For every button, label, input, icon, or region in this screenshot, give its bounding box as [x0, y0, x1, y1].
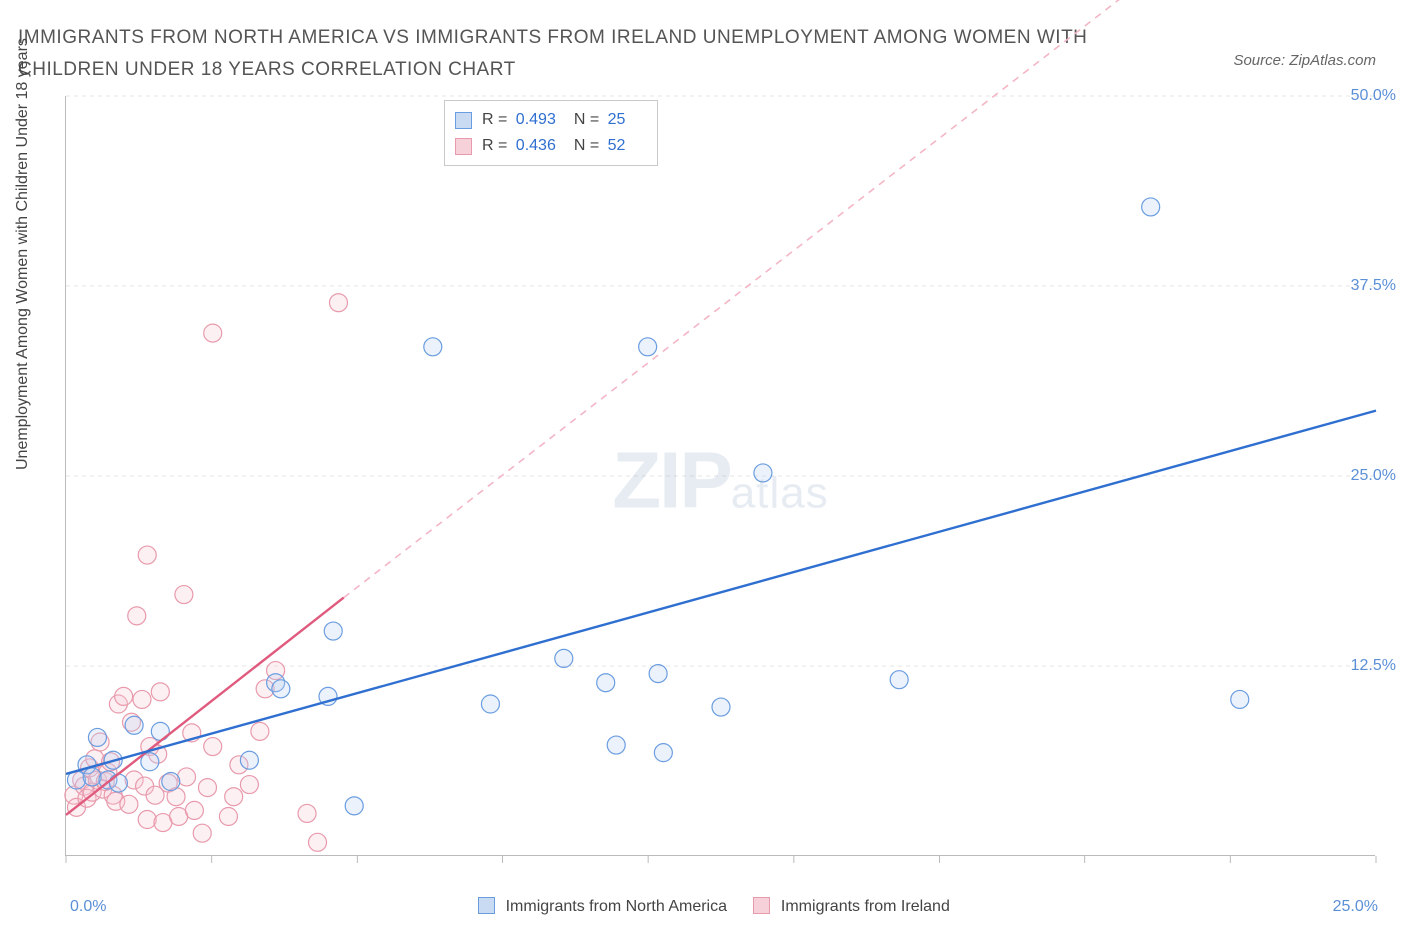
legend-label-na: Immigrants from North America [506, 898, 727, 915]
y-axis-label: Unemployment Among Women with Children U… [14, 38, 32, 470]
legend-swatch-na [478, 897, 495, 914]
y-tick-label: 37.5% [1351, 277, 1396, 295]
stats-legend: R = 0.493 N = 25 R = 0.436 N = 52 [444, 100, 658, 166]
y-tick-label: 25.0% [1351, 467, 1396, 485]
stat-label: R = [482, 137, 512, 155]
legend-swatch-ie [753, 897, 770, 914]
stat-n-na: 25 [608, 111, 626, 129]
stat-r-na: 0.493 [516, 111, 556, 129]
y-tick-label: 12.5% [1351, 657, 1396, 675]
stat-label: R = [482, 111, 512, 129]
stats-row-na: R = 0.493 N = 25 [455, 107, 643, 133]
plot-svg [66, 96, 1375, 855]
chart-container: IMMIGRANTS FROM NORTH AMERICA VS IMMIGRA… [0, 0, 1406, 930]
stat-n-ie: 52 [608, 137, 626, 155]
stat-label: N = [574, 111, 604, 129]
y-tick-label: 50.0% [1351, 87, 1396, 105]
chart-title: IMMIGRANTS FROM NORTH AMERICA VS IMMIGRA… [18, 22, 1118, 87]
stat-label: N = [574, 137, 604, 155]
swatch-ie [455, 138, 472, 155]
stats-row-ie: R = 0.436 N = 52 [455, 133, 643, 159]
legend-label-ie: Immigrants from Ireland [781, 898, 950, 915]
plot-area: ZIPatlas [65, 96, 1375, 856]
stat-r-ie: 0.436 [516, 137, 556, 155]
bottom-legend: Immigrants from North America Immigrants… [0, 897, 1406, 916]
swatch-na [455, 112, 472, 129]
source-label: Source: ZipAtlas.com [1233, 52, 1376, 69]
